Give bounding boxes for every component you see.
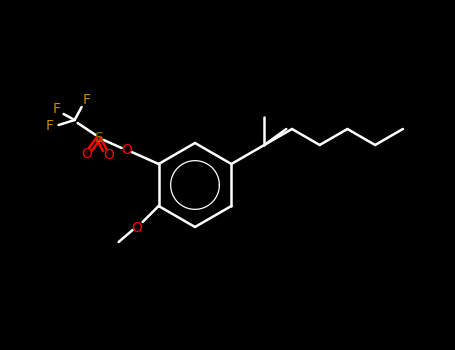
Text: O: O (81, 147, 92, 161)
Text: F: F (83, 93, 91, 107)
Text: O: O (131, 221, 142, 235)
Text: O: O (121, 143, 132, 157)
Text: F: F (53, 102, 61, 116)
Text: S: S (94, 131, 103, 145)
Text: F: F (46, 119, 54, 133)
Text: O: O (103, 148, 114, 162)
